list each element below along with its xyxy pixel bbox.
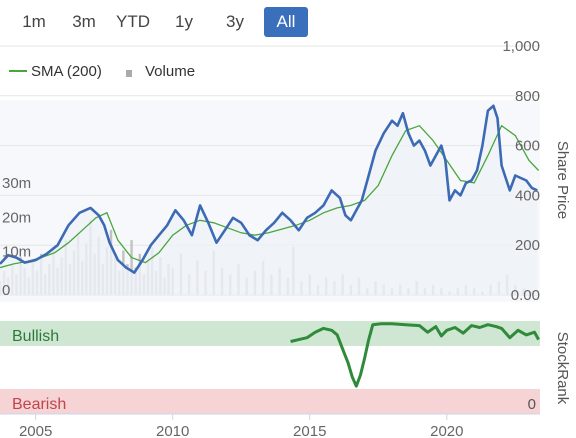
volume-legend-label[interactable]: Volume [145,63,195,80]
price-tick-label: 600 [515,138,540,155]
volume-bar [130,240,133,295]
sma-line [0,124,540,269]
volume-legend-swatch [126,70,132,77]
range-3y-button[interactable]: 3y [226,12,244,31]
x-tick-label: 2005 [19,423,52,438]
price-tick-label: 800 [515,88,540,105]
stockrank-tick-label: 0 [528,396,536,413]
range-1m-button[interactable]: 1m [22,12,46,31]
price-area-fill [0,105,538,295]
price-tick-label: 400 [515,187,540,204]
bearish-label: Bearish [12,396,66,413]
price-tick-label: 0.00 [511,287,540,304]
stockrank-line [290,322,540,388]
sma-legend-label[interactable]: SMA (200) [31,63,102,80]
range-ytd-button[interactable]: YTD [116,12,150,31]
range-1y-button[interactable]: 1y [175,12,193,31]
x-tick-label: 2020 [430,423,463,438]
range-all-button[interactable]: All [264,7,308,37]
x-tick-label: 2010 [156,423,189,438]
price-line [0,104,538,274]
price-tick-label: 1,000 [502,38,540,55]
x-tick-label: 2015 [293,423,326,438]
bullish-label: Bullish [12,328,59,345]
volume-tick-label: 20m [2,209,31,226]
stockrank-axis-title: StockRank [554,332,571,405]
volume-tick-label: 10m [2,244,31,261]
bearish-band [0,389,540,414]
price-axis-title: Share Price [554,141,571,219]
bullish-band [0,321,540,346]
range-3m-button[interactable]: 3m [72,12,96,31]
volume-tick-label: 30m [2,175,31,192]
price-tick-label: 200 [515,237,540,254]
volume-tick-label: 0 [2,282,10,299]
chart-legend: SMA (200) Volume [9,63,195,80]
